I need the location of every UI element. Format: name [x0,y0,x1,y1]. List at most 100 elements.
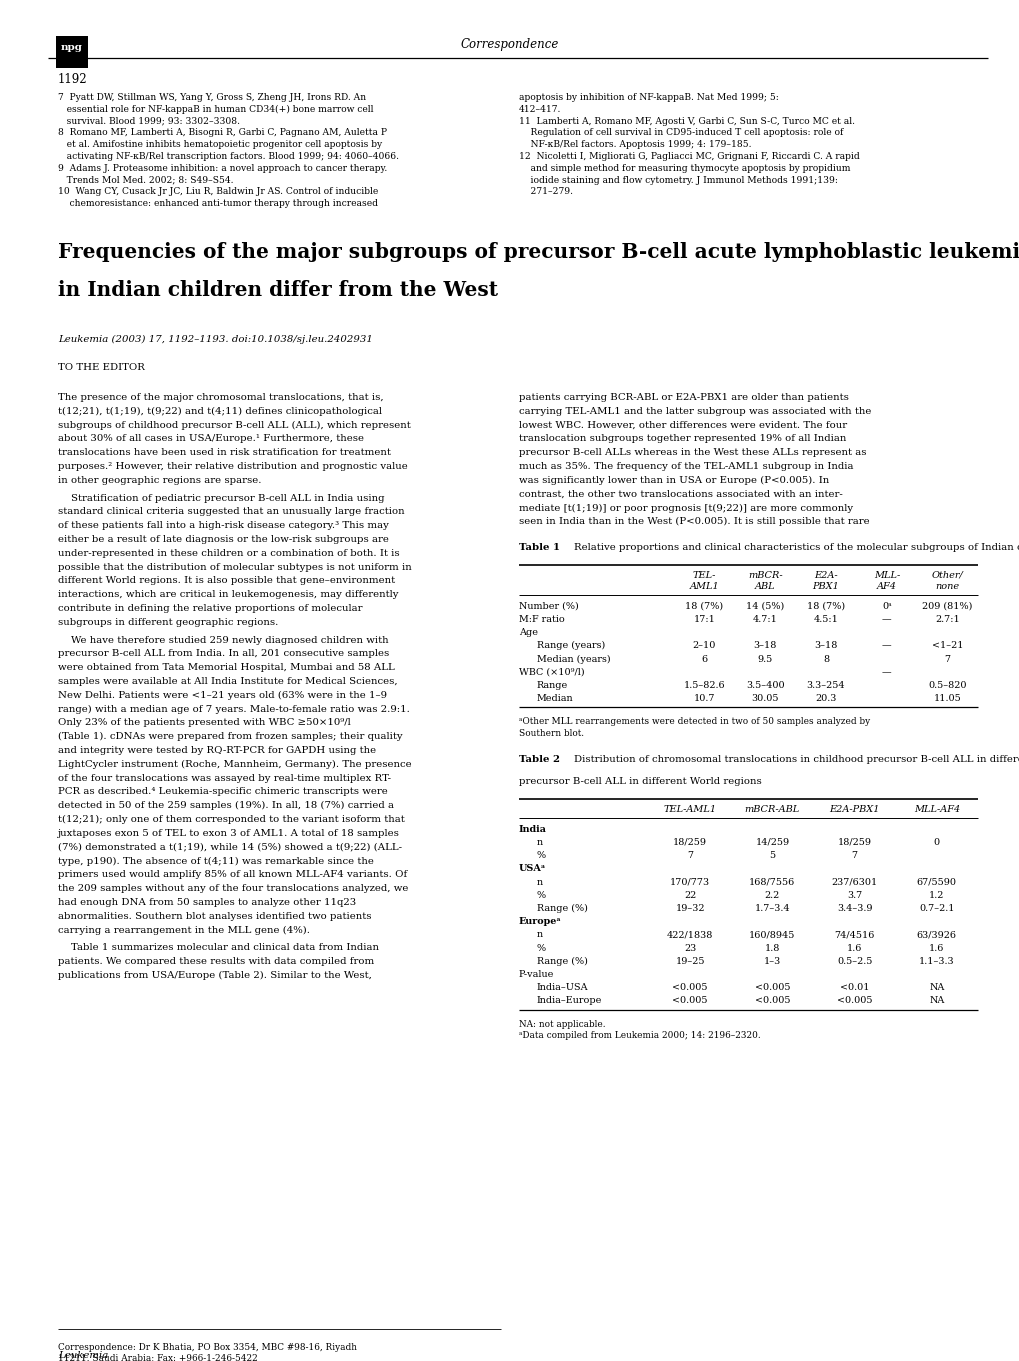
Text: 23: 23 [684,943,696,953]
Text: (7%) demonstrated a t(1;19), while 14 (5%) showed a t(9;22) (ALL-: (7%) demonstrated a t(1;19), while 14 (5… [58,842,401,852]
Text: PBX1: PBX1 [812,583,839,591]
Text: 10  Wang CY, Cusack Jr JC, Liu R, Baldwin Jr AS. Control of inducible: 10 Wang CY, Cusack Jr JC, Liu R, Baldwin… [58,188,378,196]
Text: mBCR-ABL: mBCR-ABL [744,804,799,814]
Text: Correspondence: Dr K Bhatia, PO Box 3354, MBC #98-16, Riyadh: Correspondence: Dr K Bhatia, PO Box 3354… [58,1343,357,1351]
Text: type, p190). The absence of t(4;11) was remarkable since the: type, p190). The absence of t(4;11) was … [58,856,374,866]
Text: 74/4516: 74/4516 [834,931,874,939]
Text: Leukemia (2003) 17, 1192–1193. doi:10.1038/sj.leu.2402931: Leukemia (2003) 17, 1192–1193. doi:10.10… [58,335,373,344]
Text: under-represented in these children or a combination of both. It is: under-represented in these children or a… [58,548,399,558]
Text: 8  Romano MF, Lamberti A, Bisogni R, Garbi C, Pagnano AM, Auletta P: 8 Romano MF, Lamberti A, Bisogni R, Garb… [58,128,386,137]
Text: Age: Age [519,629,537,637]
Text: 20.3: 20.3 [814,694,836,704]
Text: M:F ratio: M:F ratio [519,615,565,623]
Text: 0.5–820: 0.5–820 [927,680,966,690]
Text: 1.7–3.4: 1.7–3.4 [754,904,790,913]
Text: translocation subgroups together represented 19% of all Indian: translocation subgroups together represe… [519,434,846,444]
Text: 4.7:1: 4.7:1 [752,615,776,623]
Text: essential role for NF-kappaB in human CD34(+) bone marrow cell: essential role for NF-kappaB in human CD… [58,105,373,114]
Text: patients. We compared these results with data compiled from: patients. We compared these results with… [58,957,374,966]
Text: P-value: P-value [519,970,554,979]
Text: WBC (×10⁹/l): WBC (×10⁹/l) [519,668,584,676]
Text: 17:1: 17:1 [693,615,714,623]
Text: AF4: AF4 [876,583,896,591]
Text: ᵃData compiled from Leukemia 2000; 14: 2196–2320.: ᵃData compiled from Leukemia 2000; 14: 2… [519,1032,760,1040]
Text: 1192: 1192 [58,73,88,86]
Text: 7: 7 [687,851,693,860]
Text: had enough DNA from 50 samples to analyze other 11q23: had enough DNA from 50 samples to analyz… [58,898,356,906]
Text: NA: NA [928,996,944,1006]
Text: juxtaposes exon 5 of TEL to exon 3 of AML1. A total of 18 samples: juxtaposes exon 5 of TEL to exon 3 of AM… [58,829,399,838]
Text: MLL-AF4: MLL-AF4 [913,804,959,814]
Text: 11.05: 11.05 [932,694,961,704]
Text: possible that the distribution of molecular subtypes is not uniform in: possible that the distribution of molecu… [58,562,412,572]
Text: 18/259: 18/259 [837,838,871,847]
Text: Leukemia: Leukemia [58,1351,108,1360]
Text: <0.005: <0.005 [672,983,707,992]
Text: contribute in defining the relative proportions of molecular: contribute in defining the relative prop… [58,604,362,612]
Text: of these patients fall into a high-risk disease category.³ This may: of these patients fall into a high-risk … [58,521,388,531]
Text: Range (years): Range (years) [536,641,604,651]
Text: 271–279.: 271–279. [519,188,573,196]
Text: either be a result of late diagnosis or the low-risk subgroups are: either be a result of late diagnosis or … [58,535,388,544]
Text: 3–18: 3–18 [753,641,776,651]
Text: Other/: Other/ [930,572,963,580]
Text: 63/3926: 63/3926 [916,931,956,939]
Text: none: none [934,583,959,591]
Text: 2.2: 2.2 [764,891,780,900]
Text: 18 (7%): 18 (7%) [806,602,844,611]
Text: 0.7–2.1: 0.7–2.1 [918,904,954,913]
Text: TEL-: TEL- [692,572,715,580]
Text: AML1: AML1 [689,583,718,591]
Text: 3.5–400: 3.5–400 [745,680,784,690]
Text: publications from USA/Europe (Table 2). Similar to the West,: publications from USA/Europe (Table 2). … [58,970,372,980]
Text: Relative proportions and clinical characteristics of the molecular subgroups of : Relative proportions and clinical charac… [574,543,1019,553]
Text: 18 (7%): 18 (7%) [685,602,722,611]
Text: New Delhi. Patients were <1–21 years old (63% were in the 1–9: New Delhi. Patients were <1–21 years old… [58,691,386,700]
Text: n: n [536,838,542,847]
Text: chemoresistance: enhanced anti-tumor therapy through increased: chemoresistance: enhanced anti-tumor the… [58,199,378,208]
Text: precursor B-cell ALLs whereas in the West these ALLs represent as: precursor B-cell ALLs whereas in the Wes… [519,448,866,457]
Text: %: % [536,851,545,860]
Text: 3.4–3.9: 3.4–3.9 [836,904,871,913]
Text: 67/5590: 67/5590 [916,878,956,886]
Text: about 30% of all cases in USA/Europe.¹ Furthermore, these: about 30% of all cases in USA/Europe.¹ F… [58,434,364,444]
Text: E2A-PBX1: E2A-PBX1 [828,804,879,814]
Text: Southern blot.: Southern blot. [519,729,584,738]
Text: <0.005: <0.005 [754,996,790,1006]
Text: <0.005: <0.005 [754,983,790,992]
Text: 209 (81%): 209 (81%) [921,602,972,611]
Text: <1–21: <1–21 [931,641,962,651]
Text: <0.005: <0.005 [836,996,871,1006]
Text: different World regions. It is also possible that gene–environment: different World regions. It is also poss… [58,577,394,585]
Text: Table 1: Table 1 [519,543,559,553]
Text: TO THE EDITOR: TO THE EDITOR [58,363,145,372]
Text: the 209 samples without any of the four translocations analyzed, we: the 209 samples without any of the four … [58,885,408,893]
Text: translocations have been used in risk stratification for treatment: translocations have been used in risk st… [58,448,390,457]
Text: and integrity were tested by RQ-RT-PCR for GAPDH using the: and integrity were tested by RQ-RT-PCR f… [58,746,376,755]
Text: Table 1 summarizes molecular and clinical data from Indian: Table 1 summarizes molecular and clinica… [58,943,379,953]
Text: range) with a median age of 7 years. Male-to-female ratio was 2.9:1.: range) with a median age of 7 years. Mal… [58,705,410,713]
Text: patients carrying BCR-ABL or E2A-PBX1 are older than patients: patients carrying BCR-ABL or E2A-PBX1 ar… [519,393,848,401]
Text: %: % [536,891,545,900]
Text: lowest WBC. However, other differences were evident. The four: lowest WBC. However, other differences w… [519,421,847,430]
Text: Range (%): Range (%) [536,957,587,966]
Text: were obtained from Tata Memorial Hospital, Mumbai and 58 ALL: were obtained from Tata Memorial Hospita… [58,663,394,672]
Text: NA: not applicable.: NA: not applicable. [519,1019,605,1029]
Text: 0: 0 [933,838,940,847]
Text: purposes.² However, their relative distribution and prognostic value: purposes.² However, their relative distr… [58,461,408,471]
Text: interactions, which are critical in leukemogenesis, may differently: interactions, which are critical in leuk… [58,591,398,599]
Text: ᵃOther MLL rearrangements were detected in two of 50 samples analyzed by: ᵃOther MLL rearrangements were detected … [519,717,869,727]
Text: subgroups in different geographic regions.: subgroups in different geographic region… [58,618,278,627]
Text: was significantly lower than in USA or Europe (P<0.005). In: was significantly lower than in USA or E… [519,476,828,485]
Text: 168/7556: 168/7556 [749,878,795,886]
Text: LightCycler instrument (Roche, Mannheim, Germany). The presence: LightCycler instrument (Roche, Mannheim,… [58,759,412,769]
Text: apoptosis by inhibition of NF-kappaB. Nat Med 1999; 5:: apoptosis by inhibition of NF-kappaB. Na… [519,93,779,102]
Text: 412–417.: 412–417. [519,105,560,114]
Text: 3.3–254: 3.3–254 [806,680,845,690]
Text: 2.7:1: 2.7:1 [934,615,959,623]
Text: much as 35%. The frequency of the TEL-AML1 subgroup in India: much as 35%. The frequency of the TEL-AM… [519,461,853,471]
Text: in other geographic regions are sparse.: in other geographic regions are sparse. [58,476,261,485]
Text: 4.5:1: 4.5:1 [813,615,838,623]
Text: Range (%): Range (%) [536,904,587,913]
Text: India: India [519,825,546,834]
